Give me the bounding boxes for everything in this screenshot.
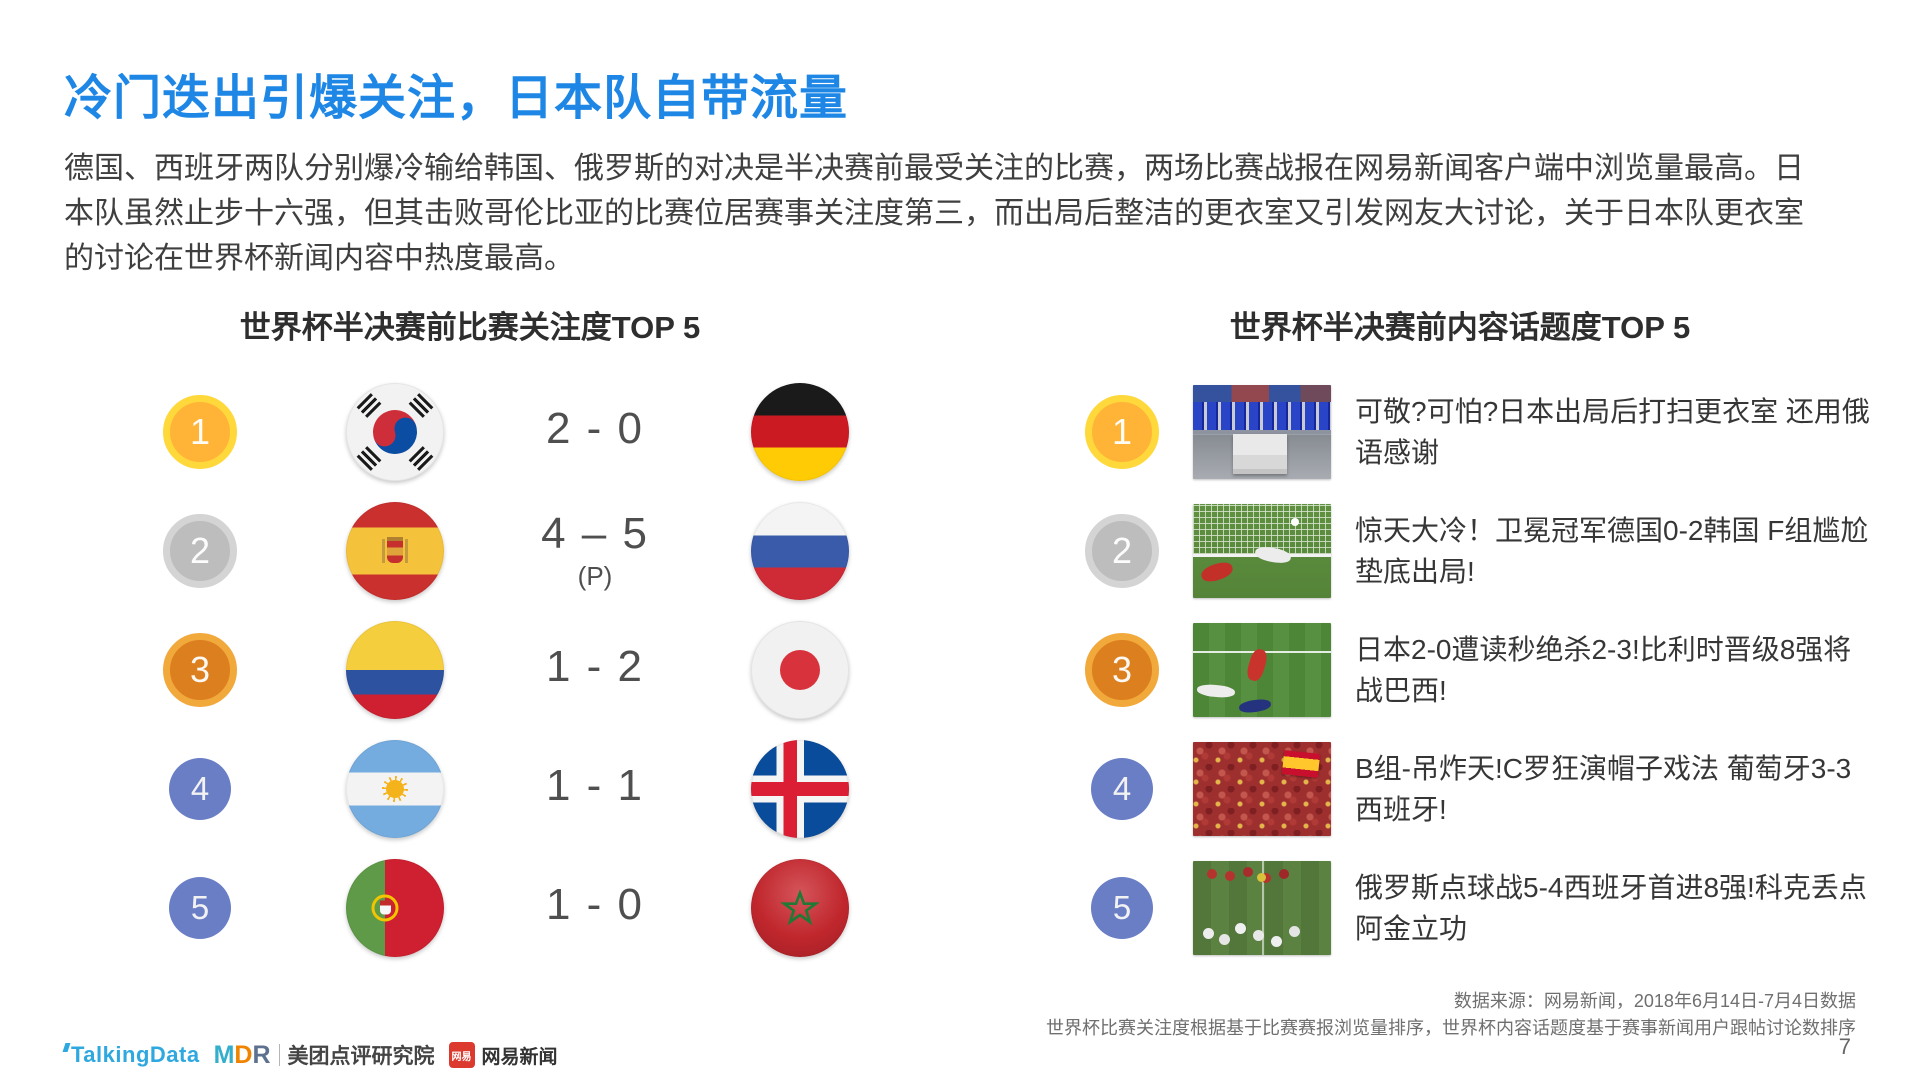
portugal-flag-icon xyxy=(346,858,444,957)
topic-headline: 惊天大冷！卫冕冠军德国0-2韩国 F组尴尬垫底出局! xyxy=(1355,514,1869,587)
medal-ribbon xyxy=(1104,691,1140,734)
topic-row-3: 3 日本2-0遭读秒绝杀2-3!比利时晋级8强将战巴西! xyxy=(950,610,1890,734)
topic-headline: B组-吊炸天!C罗狂演帽子戏法 葡萄牙3-3西班牙! xyxy=(1355,752,1852,825)
page-number: 7 xyxy=(1838,1034,1851,1059)
topic-headline: 日本2-0遭读秒绝杀2-3!比利时晋级8强将战巴西! xyxy=(1355,633,1852,706)
japan-belgium-match-photo xyxy=(1193,622,1331,717)
netease-news-logo: 网易 网易新闻 xyxy=(448,1042,558,1069)
topic-row-4: 4 B组-吊炸天!C罗狂演帽子戏法 葡萄牙3-3西班牙! xyxy=(950,729,1890,848)
bronze-medal-icon: 3 xyxy=(163,632,237,734)
bronze-medal-icon: 3 xyxy=(1085,632,1159,734)
topic-headline: 可敬?可怕?日本出局后打扫更衣室 还用俄语感谢 xyxy=(1355,395,1870,468)
topic-row-2: 2 惊天大冷！卫冕冠军德国0-2韩国 F组尴尬垫底出局! xyxy=(950,491,1890,615)
south-korea-flag-icon xyxy=(346,382,444,481)
match-score: 1 - 1 xyxy=(545,760,645,810)
match-panel-title: 世界杯半决赛前比赛关注度TOP 5 xyxy=(239,310,701,345)
portugal-spain-fans-photo xyxy=(1193,741,1331,836)
page-title: 冷门迭出引爆关注，日本队自带流量 xyxy=(64,72,849,125)
match-attention-list: 1 2 - 0 2 4 – 5 (P) xyxy=(120,372,940,967)
match-score: 2 - 0 xyxy=(545,403,645,453)
medal-ribbon xyxy=(1104,572,1140,615)
japan-locker-room-photo xyxy=(1193,384,1331,479)
colombia-flag-icon xyxy=(346,620,444,719)
gold-medal-icon: 1 xyxy=(163,394,237,496)
argentina-flag-icon xyxy=(346,739,444,838)
japan-flag-icon xyxy=(751,620,849,719)
rank-number: 1 xyxy=(189,410,211,452)
topic-panel-title: 世界杯半决赛前内容话题度TOP 5 xyxy=(1229,310,1691,345)
intro-paragraph: 德国、西班牙两队分别爆冷输给韩国、俄罗斯的对决是半决赛前最受关注的比赛，两场比赛… xyxy=(64,152,1804,275)
rank-4-badge: 4 xyxy=(169,757,231,820)
topic-row-1: 1 可敬?可怕?日本出局后打扫更衣室 还用俄语感谢 xyxy=(950,372,1890,496)
match-score: 1 - 0 xyxy=(545,879,645,929)
taegeuk xyxy=(367,403,423,460)
morocco-star xyxy=(780,888,820,925)
rank-5-badge: 5 xyxy=(169,876,231,939)
spain-crest xyxy=(382,536,408,565)
source-line-1: 数据来源：网易新闻，2018年6月14日-7月4日数据 xyxy=(1453,991,1856,1011)
silver-medal-icon: 2 xyxy=(163,513,237,615)
rank-5-badge: 5 xyxy=(1091,876,1153,939)
netease-icon: 网易 xyxy=(448,1042,475,1068)
footer-logos: TalkingData M D R 美团点评研究院 网易 网易新闻 xyxy=(62,1040,558,1070)
topic-list: 1 可敬?可怕?日本出局后打扫更衣室 还用俄语感谢 2 惊天大冷！卫冕冠军德国0… xyxy=(950,372,1890,967)
topic-row-5: 5 俄罗斯点球战5-4西班牙首进8强!科克丢点阿金立功 xyxy=(950,848,1890,967)
rank-4-badge: 4 xyxy=(1091,757,1153,820)
russia-flag-icon xyxy=(751,501,849,600)
silver-medal-icon: 2 xyxy=(1085,513,1159,615)
iceland-flag-icon xyxy=(751,739,849,838)
logo-divider xyxy=(278,1044,280,1066)
portugal-emblem xyxy=(371,894,399,921)
match-row-5: 5 1 - 0 xyxy=(120,848,940,967)
meituan-dianping-research-logo: M D R 美团点评研究院 xyxy=(213,1040,435,1069)
medal-ribbon xyxy=(182,453,218,496)
match-row-2: 2 4 – 5 (P) xyxy=(120,491,940,615)
germany-flag-icon xyxy=(751,382,849,481)
sun-of-may xyxy=(382,775,408,802)
medal-ribbon xyxy=(182,691,218,734)
match-score: 1 - 2 xyxy=(545,641,645,691)
rank-number: 3 xyxy=(189,648,211,690)
data-source-note: 数据来源：网易新闻，2018年6月14日-7月4日数据 世界杯比赛关注度根据基于… xyxy=(1046,988,1856,1042)
rank-number: 2 xyxy=(189,529,211,571)
germany-korea-goal-photo xyxy=(1193,503,1331,598)
gold-medal-icon: 1 xyxy=(1085,394,1159,496)
spain-flag-icon xyxy=(346,501,444,600)
talkingdata-tick-icon xyxy=(62,1043,71,1052)
medal-ribbon xyxy=(182,572,218,615)
match-row-3: 3 1 - 2 xyxy=(120,610,940,734)
match-score: 4 – 5 (P) xyxy=(541,509,649,591)
source-line-2: 世界杯比赛关注度根据基于比赛赛报浏览量排序，世界杯内容话题度基于赛事新闻用户跟帖… xyxy=(1046,1018,1856,1038)
medal-ribbon xyxy=(1104,453,1140,496)
match-row-1: 1 2 - 0 xyxy=(120,372,940,496)
match-row-4: 4 1 - 1 xyxy=(120,729,940,848)
morocco-flag-icon xyxy=(751,858,849,957)
talkingdata-logo: TalkingData xyxy=(62,1042,200,1068)
topic-headline: 俄罗斯点球战5-4西班牙首进8强!科克丢点阿金立功 xyxy=(1355,871,1867,944)
russia-celebration-photo xyxy=(1193,860,1331,955)
